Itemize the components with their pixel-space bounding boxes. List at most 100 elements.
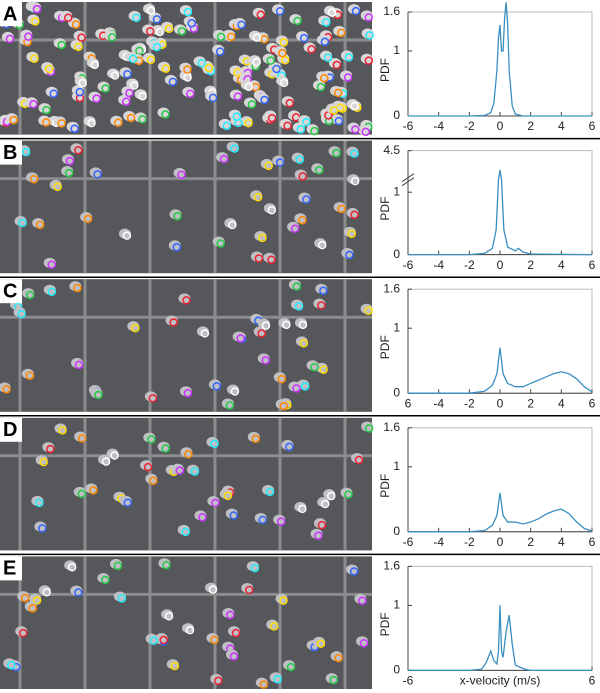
- photo-marker: [327, 8, 337, 17]
- photo-marker: [74, 588, 83, 597]
- photo-person: [205, 90, 218, 101]
- photo-marker: [317, 240, 327, 250]
- panel-letter: C: [3, 280, 17, 302]
- photo-marker: [17, 309, 26, 319]
- photo-person: [157, 107, 170, 118]
- photo-person: [109, 558, 122, 569]
- photo-person: [66, 121, 79, 132]
- photo-marker: [138, 115, 147, 124]
- photo-person: [155, 633, 168, 644]
- x-tick-label: -6: [403, 535, 414, 549]
- x-tick-label: 6: [589, 674, 596, 688]
- photo-marker: [77, 33, 86, 42]
- x-tick-label: 6: [589, 258, 596, 272]
- photo-person: [35, 455, 48, 466]
- photo-marker: [267, 255, 276, 264]
- photo-person: [53, 116, 66, 127]
- photo-marker: [18, 218, 27, 228]
- photo-person: [290, 299, 303, 310]
- photo-marker: [229, 511, 238, 520]
- photo-person: [43, 257, 56, 268]
- photo-person: [183, 16, 196, 27]
- photo-marker: [317, 301, 326, 310]
- photo-person: [212, 236, 225, 247]
- photo-marker: [276, 517, 286, 526]
- photo-person: [279, 118, 292, 129]
- photo-person: [53, 38, 66, 49]
- photo-marker: [310, 363, 319, 372]
- photo-person: [254, 512, 267, 523]
- photo-person: [148, 40, 161, 51]
- photo-marker: [123, 69, 132, 79]
- photo-person: [306, 360, 319, 371]
- photo-marker: [265, 487, 275, 497]
- photo-marker: [152, 42, 162, 52]
- photo-person: [316, 34, 329, 45]
- x-tick-label: 0: [497, 119, 504, 133]
- photo-marker: [57, 119, 66, 128]
- photo-marker: [285, 442, 294, 452]
- y-tick-label: 1.6: [383, 559, 400, 573]
- photo-marker: [300, 382, 310, 391]
- photo-person: [264, 111, 277, 122]
- photo-marker: [20, 593, 30, 603]
- photo-person: [38, 103, 51, 114]
- x-tick-label: -2: [464, 258, 475, 272]
- x-tick-label: -4: [433, 535, 444, 549]
- photo-marker: [236, 334, 245, 343]
- photo-marker: [326, 491, 336, 501]
- photo-marker: [42, 105, 51, 115]
- plot-frame: [407, 150, 593, 256]
- photo-person: [161, 21, 174, 32]
- photo-marker: [29, 174, 39, 184]
- photo-person: [29, 593, 42, 604]
- photo-person: [27, 14, 40, 25]
- photo-person: [275, 399, 288, 410]
- photo-person: [148, 12, 161, 23]
- photo-person: [311, 163, 324, 174]
- photo-marker: [101, 84, 110, 93]
- photo-person: [119, 495, 132, 506]
- photo-marker: [277, 374, 286, 384]
- photo-person: [281, 439, 294, 450]
- photo-marker: [275, 6, 285, 16]
- photo-marker: [279, 401, 288, 411]
- photo-marker: [254, 254, 264, 263]
- photo-person: [356, 636, 369, 647]
- photo-person: [294, 501, 307, 512]
- photo-marker: [177, 170, 186, 180]
- photo-marker: [47, 287, 57, 296]
- photo-person: [278, 317, 291, 328]
- photo-person: [298, 115, 311, 126]
- photo-marker: [293, 16, 302, 26]
- photo-marker: [216, 239, 225, 248]
- photo-person: [253, 326, 266, 337]
- photo-marker: [121, 97, 131, 106]
- photo-marker: [74, 146, 83, 155]
- photo-marker: [321, 18, 331, 27]
- photo-person: [216, 152, 229, 163]
- photo-person: [239, 72, 252, 83]
- photo-person: [312, 636, 325, 647]
- photo-person: [206, 632, 219, 643]
- photo-person: [95, 28, 108, 39]
- photo-person: [288, 110, 301, 121]
- photo-person: [238, 54, 251, 65]
- photo-person: [223, 29, 236, 40]
- photo-person: [61, 154, 74, 165]
- photo-person: [226, 384, 239, 395]
- photo-marker: [279, 596, 288, 605]
- photo-marker: [261, 321, 271, 330]
- photo-person: [312, 80, 325, 91]
- photo-person: [222, 608, 235, 619]
- photo-marker: [226, 32, 236, 42]
- photo-person: [247, 431, 260, 442]
- photo-person: [21, 368, 34, 379]
- photo-marker: [161, 444, 170, 453]
- photo-person: [181, 623, 194, 634]
- photo-marker: [30, 54, 39, 63]
- photo-person: [71, 357, 84, 368]
- photo-marker: [260, 95, 269, 105]
- photo-person: [318, 15, 331, 26]
- photo-person: [143, 432, 156, 443]
